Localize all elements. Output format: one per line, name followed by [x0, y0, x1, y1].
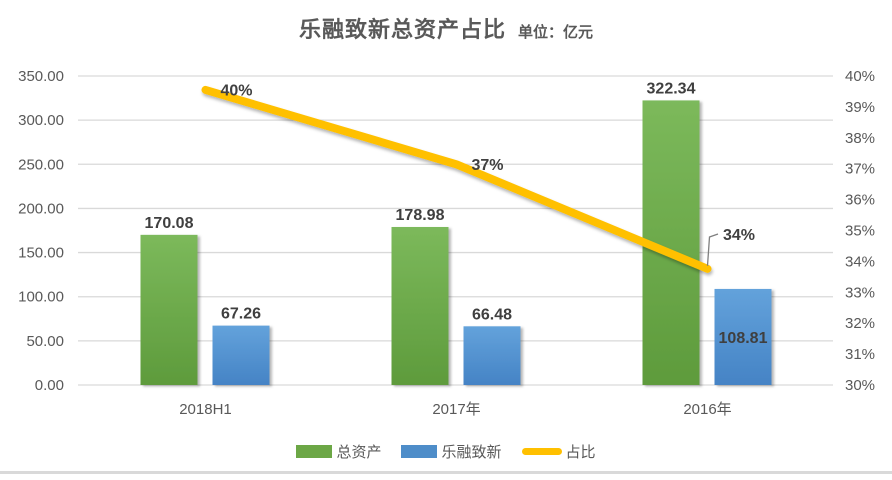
- bar-lerong-zhixin-2017年: [463, 326, 521, 385]
- callout-leader-line: [706, 233, 719, 266]
- y2-axis-tick-label: 35%: [845, 223, 875, 240]
- y-axis-tick-label: 200.00: [18, 200, 64, 217]
- line-data-label: 34%: [723, 227, 755, 244]
- y-axis-tick-label: 250.00: [18, 156, 64, 173]
- line-data-label: 37%: [472, 157, 504, 174]
- x-axis-label: 2016年: [683, 401, 731, 418]
- y-axis-tick-label: 50.00: [26, 333, 64, 350]
- y2-axis-tick-label: 30%: [845, 377, 875, 394]
- bar-data-label: 108.81: [719, 330, 768, 347]
- ratio-line: [201, 85, 712, 273]
- bar-data-label: 322.34: [647, 80, 696, 97]
- legend-item-lerong-zhixin: 乐融致新: [401, 441, 502, 462]
- chart-legend: 总资产 乐融致新 占比: [0, 441, 892, 462]
- bottom-divider: [0, 471, 892, 474]
- bar-total-assets-2018H1: [140, 234, 198, 385]
- bar-data-label: 170.08: [145, 215, 194, 232]
- y2-axis-tick-label: 38%: [845, 130, 875, 147]
- y2-axis-tick-label: 36%: [845, 192, 875, 209]
- legend-item-total-assets: 总资产: [296, 441, 381, 462]
- y-axis-tick-label: 350.00: [18, 68, 64, 85]
- y2-axis-tick-label: 32%: [845, 315, 875, 332]
- line-data-label: 40%: [221, 82, 253, 99]
- y2-axis-tick-label: 34%: [845, 253, 875, 270]
- y2-axis-tick-label: 40%: [845, 68, 875, 85]
- legend-marker-lerong-zhixin: [401, 445, 438, 458]
- y-axis-tick-label: 0.00: [35, 377, 64, 394]
- x-axis-label: 2017年: [432, 401, 480, 418]
- chart-title-row: 乐融致新总资产占比 单位：亿元: [0, 12, 892, 44]
- y2-axis-tick-label: 37%: [845, 161, 875, 178]
- combo-chart: 350.00 300.00 250.00 200.00 150.00 100.00 50.0…: [18, 68, 875, 418]
- chart-unit-label: 单位：亿元: [518, 24, 594, 41]
- x-axis-label: 2018H1: [179, 401, 232, 418]
- legend-item-ratio: 占比: [521, 441, 596, 462]
- legend-marker-total-assets: [296, 445, 333, 458]
- chart-title: 乐融致新总资产占比: [298, 17, 506, 42]
- bar-data-label: 66.48: [472, 306, 512, 323]
- bar-total-assets-2017年: [391, 226, 449, 385]
- legend-marker-ratio: [521, 448, 562, 455]
- bar-lerong-zhixin-2016年: [714, 288, 772, 385]
- y2-axis-tick-label: 33%: [845, 284, 875, 301]
- bar-data-label: 178.98: [396, 207, 445, 224]
- y2-axis-tick-label: 39%: [845, 99, 875, 116]
- legend-label: 占比: [565, 444, 596, 461]
- y-axis-tick-label: 300.00: [18, 112, 64, 129]
- legend-label: 乐融致新: [441, 444, 502, 461]
- bar-data-label: 67.26: [221, 306, 261, 323]
- y-axis-tick-label: 100.00: [18, 289, 64, 306]
- legend-label: 总资产: [336, 444, 382, 461]
- y-axis-tick-label: 150.00: [18, 245, 64, 262]
- bar-lerong-zhixin-2018H1: [212, 325, 270, 385]
- y2-axis-tick-label: 31%: [845, 346, 875, 363]
